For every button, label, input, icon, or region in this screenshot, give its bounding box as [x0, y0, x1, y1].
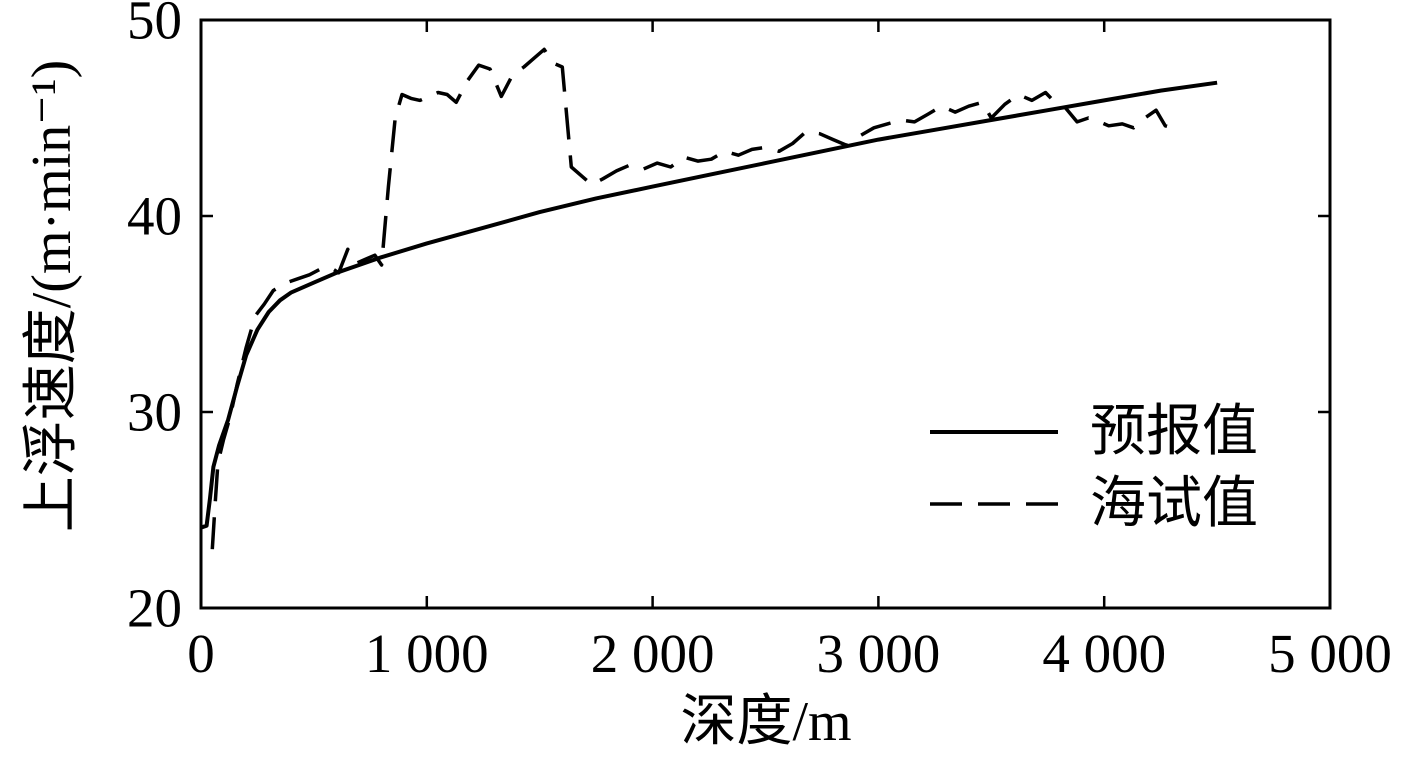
- x-axis-tick-labels: 0 1 000 2 000 3 000 4 000 5 000: [187, 623, 1392, 684]
- x-tick-label: 1 000: [365, 623, 489, 684]
- predicted-value-line: [200, 80, 1218, 530]
- plot-series: [200, 47, 1218, 550]
- y-axis-tick-labels: 20 30 40 50: [127, 0, 182, 639]
- legend-label-predicted: 预报值: [1090, 401, 1258, 463]
- x-tick-label: 2 000: [591, 623, 715, 684]
- sea-trial-value-line: [210, 47, 1173, 550]
- x-axis-label: 深度/m: [680, 691, 851, 753]
- legend-label-sea-trial: 海试值: [1090, 473, 1258, 535]
- axis-tick-marks: [199, 18, 1332, 610]
- plot-area-frame: [199, 18, 1332, 610]
- y-tick-label: 20: [127, 578, 182, 639]
- x-tick-label: 5 000: [1268, 623, 1392, 684]
- x-tick-label: 3 000: [817, 623, 941, 684]
- y-tick-label: 50: [127, 0, 182, 51]
- x-tick-label: 4 000: [1042, 623, 1166, 684]
- y-axis-label: 上浮速度/(m·min⁻¹): [21, 60, 83, 533]
- y-tick-label: 30: [127, 382, 182, 443]
- y-tick-label: 40: [127, 186, 182, 247]
- x-tick-label: 0: [187, 623, 215, 684]
- legend: 预报值 海试值: [930, 401, 1258, 535]
